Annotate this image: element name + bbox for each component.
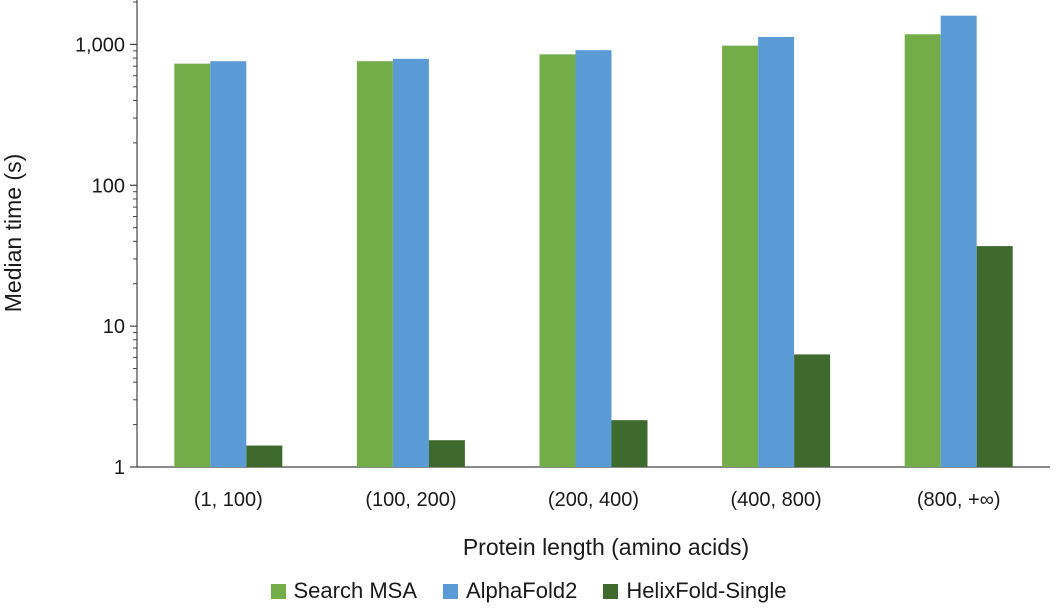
- legend-swatch: [270, 583, 286, 599]
- bars: [174, 15, 1013, 468]
- x-tick-label: (1, 100): [194, 489, 263, 511]
- bar-search-msa-3: [539, 54, 576, 467]
- bar-helixfold-single-2: [428, 440, 465, 467]
- y-tick-label: 1: [114, 457, 125, 479]
- x-ticks: (1, 100) (100, 200) (200, 400) (400, 800) (8…: [194, 489, 1001, 511]
- x-tick-label: (400, 800): [731, 489, 822, 511]
- legend-item-helixfold-single: HelixFold-Single: [603, 578, 787, 604]
- legend-label: Search MSA: [293, 578, 418, 603]
- legend: Search MSA AlphaFold2 HelixFold-Single: [0, 574, 1057, 608]
- bar-search-msa-5: [904, 34, 941, 467]
- bar-alphafold2-1: [210, 61, 247, 467]
- y-tick-label: 100: [92, 175, 125, 197]
- legend-item-search-msa: Search MSA: [270, 578, 418, 604]
- bar-helixfold-single-4: [794, 354, 831, 467]
- bar-chart: 1 10 100 1,000 (1, 100) (100, 200) (200, 400)…: [0, 0, 1050, 560]
- x-axis-title: Protein length (amino acids): [463, 534, 749, 560]
- x-tick-label: (200, 400): [548, 489, 639, 511]
- legend-swatch: [443, 583, 458, 599]
- bar-alphafold2-5: [940, 15, 977, 467]
- legend-label: AlphaFold2: [466, 578, 578, 603]
- y-ticks: 1 10 100 1,000: [75, 1, 137, 479]
- y-axis-title: Median time (s): [0, 154, 26, 312]
- y-tick-label: 1,000: [75, 34, 125, 56]
- legend-item-alphafold2: AlphaFold2: [443, 578, 577, 604]
- x-tick-label: (100, 200): [365, 489, 456, 511]
- bar-helixfold-single-1: [246, 445, 283, 467]
- x-tick-label: (800, +∞): [917, 489, 1001, 511]
- bar-helixfold-single-5: [976, 246, 1013, 467]
- bar-search-msa-1: [174, 63, 211, 468]
- bar-search-msa-2: [356, 61, 393, 467]
- y-tick-label: 10: [103, 316, 125, 338]
- bar-alphafold2-4: [758, 36, 795, 467]
- legend-swatch: [603, 583, 619, 599]
- legend-label: HelixFold-Single: [626, 578, 787, 603]
- bar-search-msa-4: [722, 45, 759, 468]
- bar-helixfold-single-3: [611, 420, 648, 467]
- bar-alphafold2-3: [575, 50, 612, 468]
- bar-alphafold2-2: [392, 58, 429, 467]
